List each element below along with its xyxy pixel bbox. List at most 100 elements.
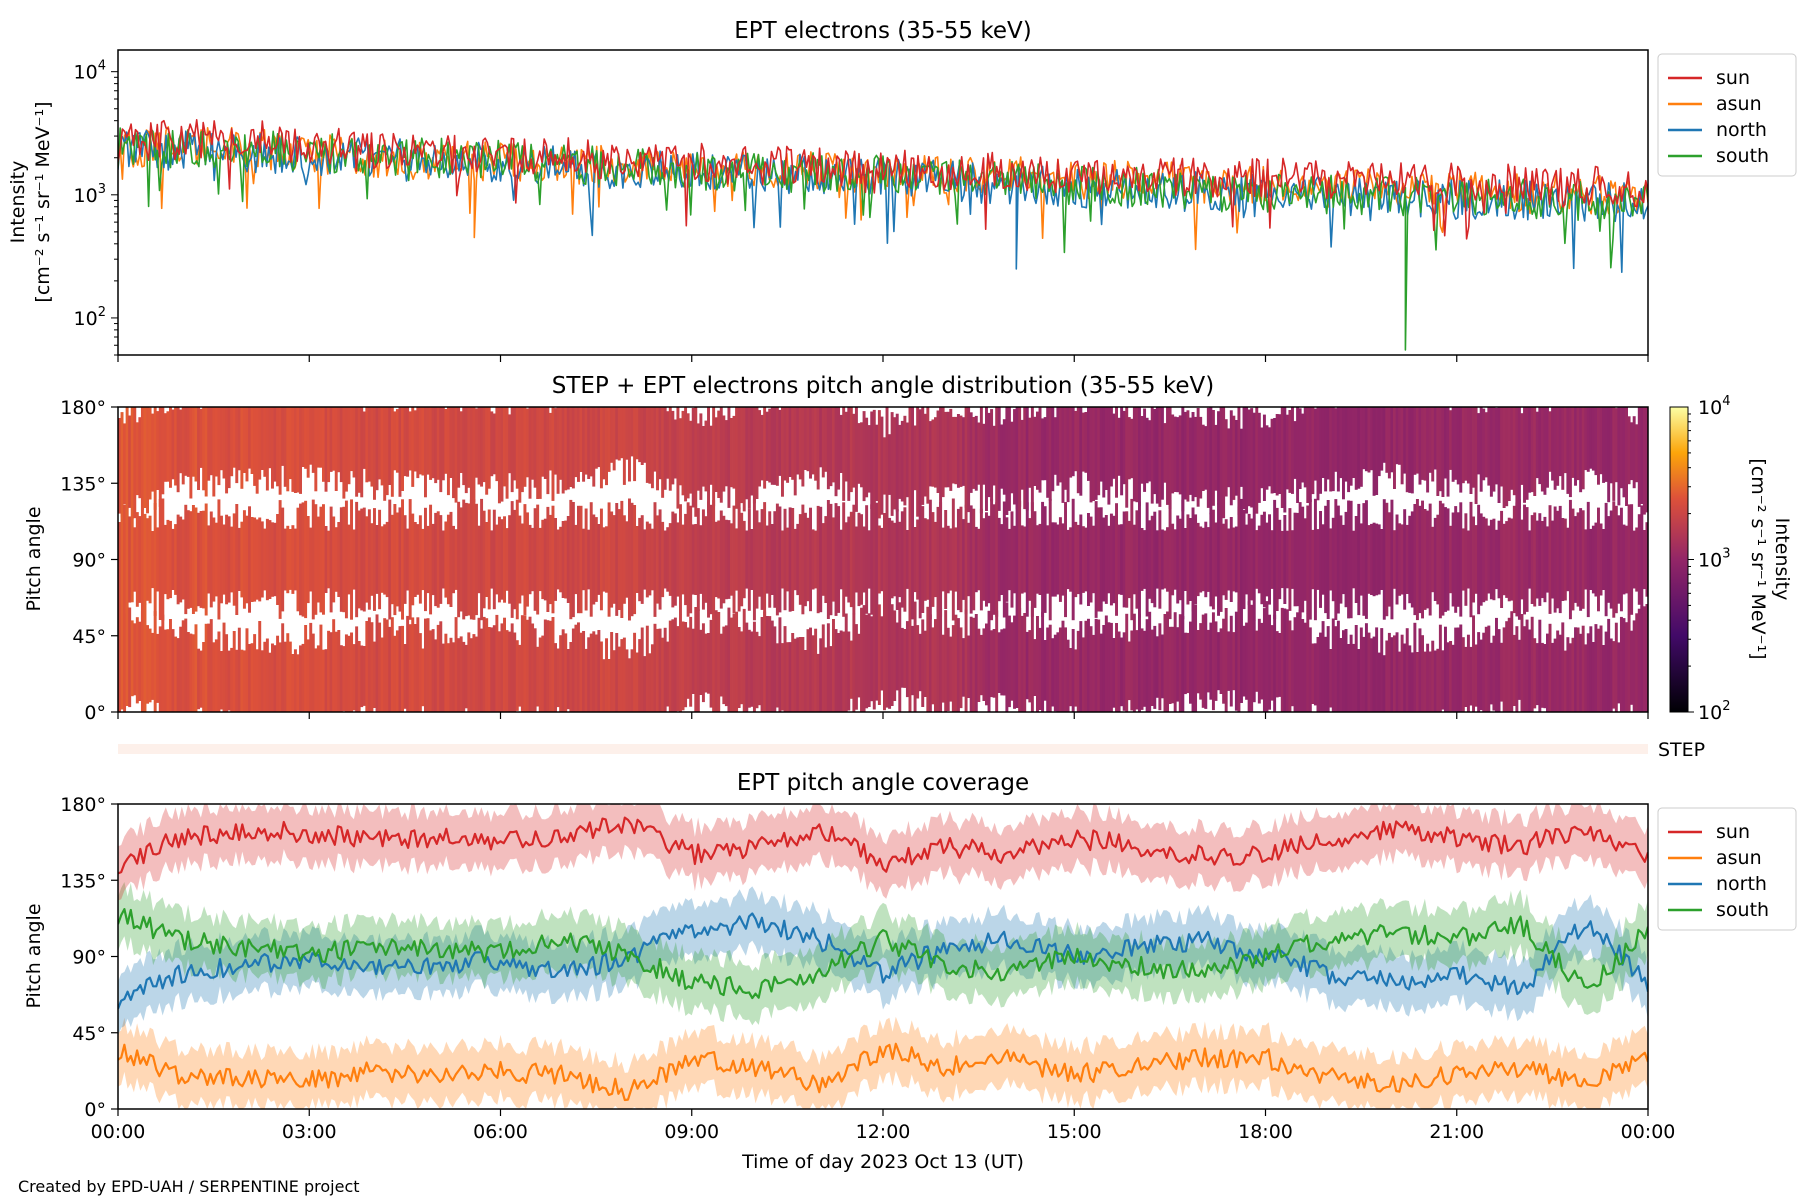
heatmap-cell bbox=[181, 519, 185, 600]
heatmap-cell bbox=[1163, 614, 1167, 712]
heatmap-cell bbox=[528, 616, 532, 712]
heatmap-cell bbox=[900, 627, 904, 688]
heatmap-cell bbox=[421, 407, 425, 476]
heatmap-cell bbox=[1433, 407, 1437, 470]
heatmap-cell bbox=[260, 407, 264, 470]
heatmap-cell bbox=[1566, 407, 1570, 494]
heatmap-cell bbox=[1117, 524, 1121, 595]
heatmap-cell bbox=[222, 524, 226, 595]
heatmap-cell bbox=[936, 506, 940, 613]
heatmap-cell bbox=[1301, 619, 1305, 712]
heatmap-cell bbox=[1260, 514, 1264, 605]
heatmap-cell bbox=[865, 614, 869, 709]
heatmap-cell bbox=[1092, 634, 1096, 712]
heatmap-cell bbox=[1479, 639, 1483, 711]
heatmap-cell bbox=[237, 407, 241, 471]
heatmap-cell bbox=[140, 499, 144, 620]
heatmap-cell bbox=[1033, 416, 1037, 486]
heatmap-cell bbox=[911, 407, 914, 511]
heatmap-cell bbox=[954, 527, 958, 592]
heatmap-cell bbox=[605, 526, 608, 593]
heatmap-cell bbox=[153, 407, 157, 510]
heatmap-cell bbox=[1301, 413, 1305, 483]
heatmap-cell bbox=[1245, 622, 1249, 700]
heatmap-cell bbox=[1556, 630, 1560, 712]
heatmap-cell bbox=[485, 618, 489, 712]
heatmap-cell bbox=[1347, 500, 1351, 619]
heatmap-cell bbox=[1571, 407, 1575, 478]
heatmap-cell bbox=[357, 407, 361, 493]
heatmap-cell bbox=[745, 530, 749, 589]
heatmap-cell bbox=[1349, 634, 1353, 712]
heatmap-cell bbox=[793, 638, 797, 712]
heatmap-cell bbox=[684, 622, 688, 708]
heatmap-cell bbox=[559, 407, 563, 480]
heatmap-cell bbox=[865, 505, 869, 614]
x-tick-label: 18:00 bbox=[1238, 1121, 1293, 1143]
heatmap-cell bbox=[510, 623, 514, 712]
heatmap-cell bbox=[1301, 506, 1305, 613]
heatmap-cell bbox=[727, 520, 731, 599]
heatmap-cell bbox=[911, 499, 914, 620]
panel3-ylabel: Pitch angle bbox=[23, 903, 45, 1008]
heatmap-cell bbox=[1469, 407, 1473, 494]
heatmap-cell bbox=[1377, 652, 1381, 712]
heatmap-cell bbox=[1566, 637, 1570, 712]
heatmap-cell bbox=[737, 627, 741, 708]
colorbar-tick-label: 104 bbox=[1698, 394, 1730, 419]
heatmap-cell bbox=[454, 617, 458, 712]
x-tick-label: 00:00 bbox=[91, 1121, 146, 1143]
heatmap-cell bbox=[1273, 418, 1277, 493]
heatmap-cell bbox=[1168, 407, 1172, 509]
heatmap-cell bbox=[893, 610, 897, 701]
heatmap-cell bbox=[202, 510, 206, 609]
heatmap-cell bbox=[1551, 407, 1555, 481]
heatmap-cell bbox=[1543, 516, 1547, 603]
heatmap-cell bbox=[617, 407, 621, 461]
heatmap-cell bbox=[1602, 645, 1606, 712]
heatmap-cell bbox=[832, 619, 835, 712]
heatmap-cell bbox=[1584, 644, 1588, 712]
heatmap-cell bbox=[587, 637, 591, 712]
panel3-plot-area bbox=[118, 804, 1648, 1109]
heatmap-cell bbox=[793, 407, 797, 496]
heatmap-cell bbox=[890, 412, 894, 516]
heatmap-cell bbox=[538, 527, 542, 592]
heatmap-cell bbox=[875, 424, 879, 502]
heatmap-cell bbox=[1211, 410, 1215, 506]
heatmap-cell bbox=[857, 423, 861, 484]
heatmap-cell bbox=[1313, 643, 1317, 706]
heatmap-cell bbox=[877, 604, 881, 705]
heatmap-cell bbox=[730, 617, 733, 712]
heatmap-cell bbox=[1135, 407, 1139, 503]
heatmap-cell bbox=[1359, 407, 1363, 487]
heatmap-cell bbox=[1543, 644, 1547, 709]
heatmap-cell bbox=[900, 420, 904, 502]
heatmap-cell bbox=[1094, 407, 1098, 500]
heatmap-cell bbox=[592, 514, 596, 605]
heatmap-cell bbox=[1153, 625, 1157, 709]
heatmap-cell bbox=[352, 644, 356, 711]
heatmap-cell bbox=[283, 407, 287, 487]
heatmap-cell bbox=[324, 407, 328, 492]
heatmap-cell bbox=[824, 647, 828, 712]
heatmap-cell bbox=[531, 527, 535, 592]
heatmap-cell bbox=[964, 407, 968, 508]
heatmap-cell bbox=[293, 649, 297, 712]
heatmap-cell bbox=[1074, 649, 1078, 707]
heatmap-cell bbox=[987, 412, 991, 498]
heatmap-cell bbox=[1393, 407, 1396, 489]
heatmap-cell bbox=[169, 520, 172, 599]
heatmap-cell bbox=[1339, 407, 1343, 479]
heatmap-cell bbox=[1599, 407, 1603, 475]
y-tick-label: 0° bbox=[84, 1099, 106, 1121]
heatmap-cell bbox=[1438, 500, 1442, 619]
heatmap-cell bbox=[643, 656, 647, 712]
heatmap-cell bbox=[1331, 618, 1335, 712]
heatmap-cell bbox=[199, 408, 203, 468]
heatmap-cell bbox=[480, 628, 484, 712]
heatmap-cell bbox=[730, 418, 733, 488]
heatmap-cell bbox=[806, 629, 810, 712]
heatmap-cell bbox=[1311, 529, 1315, 590]
heatmap-cell bbox=[1084, 412, 1088, 473]
